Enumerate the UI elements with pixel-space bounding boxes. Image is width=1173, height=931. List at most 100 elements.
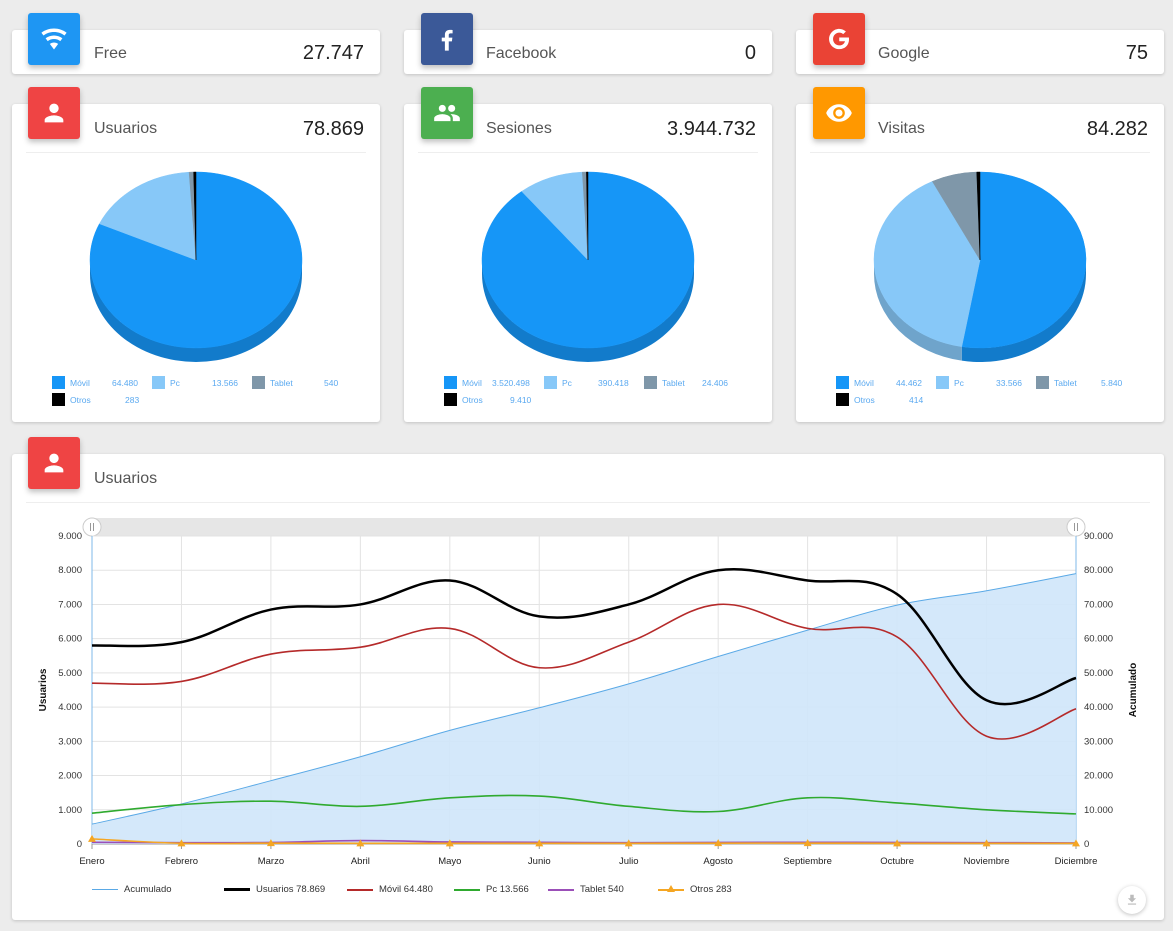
y-tick-label: 1.000 [58,805,82,816]
pie-slice-otros[interactable] [586,171,589,261]
usuarios-pie-legend: Móvil 64.480 Pc 13.566 Tablet 540 Otros … [52,376,372,412]
series-marker-otros[interactable] [535,839,544,847]
legend-line [548,888,574,891]
legend-line [92,889,118,890]
legend-value: 33.566 [996,378,1022,388]
x-tick-label: Septiembre [783,856,832,867]
pie-slice-pc[interactable] [873,181,981,347]
card-divider [418,152,758,153]
legend-swatch [1036,376,1049,389]
series-line-mvil[interactable] [91,603,1077,740]
series-marker-otros[interactable] [356,839,365,847]
legend-value: 44.462 [896,378,922,388]
y2-tick-label: 80.000 [1084,565,1113,576]
legend-pc[interactable]: Pc 13.566 [454,884,529,895]
series-marker-otros[interactable] [1072,839,1080,847]
series-marker-otros[interactable] [893,839,902,847]
y-tick-label: 7.000 [58,599,82,610]
legend-movil[interactable]: Móvil [836,376,874,389]
legend-swatch [644,376,657,389]
usuarios-label: Usuarios [94,120,158,137]
series-marker-otros[interactable] [177,839,186,847]
legend-tablet[interactable]: Tablet 540 [548,884,624,895]
legend-movil[interactable]: Móvil 64.480 [347,884,433,895]
legend-acumulado[interactable]: Acumulado [92,884,172,895]
series-marker-otros[interactable] [266,839,275,847]
y2-tick-label: 70.000 [1084,599,1113,610]
series-line-pc[interactable] [91,794,1077,815]
legend-otros[interactable]: Otros [836,393,875,406]
legend-otros[interactable]: Otros 283 [658,884,732,895]
group-icon [421,87,473,139]
legend-line [454,888,480,891]
legend-text: Pc 13.566 [486,884,529,895]
legend-name: Tablet [662,377,685,388]
y-tick-label: 8.000 [58,565,82,576]
legend-value: 9.410 [510,395,532,405]
legend-otros[interactable]: Otros [444,393,483,406]
visitas-pie-card: Visitas 84.282 Móvil 44.462 Pc 33.566 Ta… [796,104,1164,422]
series-marker-otros[interactable] [624,839,633,847]
legend-pc[interactable]: Pc [152,376,180,389]
navigator-bar[interactable] [92,518,1076,536]
legend-value: 390.418 [598,378,629,388]
facebook-icon [421,13,473,65]
legend-tablet[interactable]: Tablet [252,376,293,389]
legend-movil[interactable]: Móvil [444,376,482,389]
legend-tablet[interactable]: Tablet [1036,376,1077,389]
legend-name: Pc [170,377,180,388]
series-marker-otros[interactable] [982,839,991,847]
x-tick-label: Octubre [880,856,914,867]
pie-slice-mvil[interactable] [961,171,1087,349]
navigator-handle-right[interactable] [1066,517,1086,537]
legend-name: Otros [854,394,875,405]
usuarios-line-card: Usuarios 0 0 1.000 10.000 2.000 20.000 3.000 30… [12,454,1164,920]
visitas-label: Visitas [878,120,925,137]
legend-pc[interactable]: Pc [544,376,572,389]
x-tick-label: Abril [351,856,370,867]
download-button[interactable] [1118,886,1146,914]
legend-otros[interactable]: Otros [52,393,91,406]
pie-slice-otros[interactable] [976,171,981,261]
legend-swatch [152,376,165,389]
y-tick-label: 6.000 [58,634,82,645]
series-marker-otros[interactable] [445,839,454,847]
legend-usuarios[interactable]: Usuarios 78.869 [224,884,325,895]
legend-swatch [444,376,457,389]
series-marker-otros[interactable] [88,834,96,842]
legend-pc[interactable]: Pc [936,376,964,389]
x-tick-label: Mayo [438,856,461,867]
sesiones-pie-legend: Móvil 3.520.498 Pc 390.418 Tablet 24.406… [444,376,764,412]
series-line-otros[interactable] [91,838,1076,845]
legend-swatch [52,376,65,389]
pie-side-mvil [961,260,1086,362]
eye-icon [813,87,865,139]
y2-tick-label: 90.000 [1084,531,1113,542]
pie-slice-otros[interactable] [193,171,197,261]
series-marker-otros[interactable] [714,839,723,847]
y-tick-label: 5.000 [58,668,82,679]
legend-movil[interactable]: Móvil [52,376,90,389]
series-line-usuarios[interactable] [91,567,1077,706]
y2-tick-label: 20.000 [1084,771,1113,782]
wifi-icon [28,13,80,65]
legend-value: 64.480 [112,378,138,388]
pie-slice-pc[interactable] [99,171,197,261]
google-value: 75 [1125,42,1148,64]
legend-text: Otros 283 [690,884,732,895]
card-divider [26,502,1150,503]
sesiones-pie-card: Sesiones 3.944.732 Móvil 3.520.498 Pc 39… [404,104,772,422]
legend-name: Pc [562,377,572,388]
navigator-handle-left[interactable] [82,517,102,537]
legend-tablet[interactable]: Tablet [644,376,685,389]
legend-swatch [936,376,949,389]
legend-text: Tablet 540 [580,884,624,895]
y2-tick-label: 10.000 [1084,805,1113,816]
usuarios-pie-card: Usuarios 78.869 Móvil 64.480 Pc 13.566 T… [12,104,380,422]
legend-text: Móvil 64.480 [379,884,433,895]
legend-value: 5.840 [1101,378,1123,388]
y2-tick-label: 40.000 [1084,702,1113,713]
sesiones-label: Sesiones [486,120,552,137]
series-marker-otros[interactable] [803,839,812,847]
y2-tick-label: 50.000 [1084,668,1113,679]
